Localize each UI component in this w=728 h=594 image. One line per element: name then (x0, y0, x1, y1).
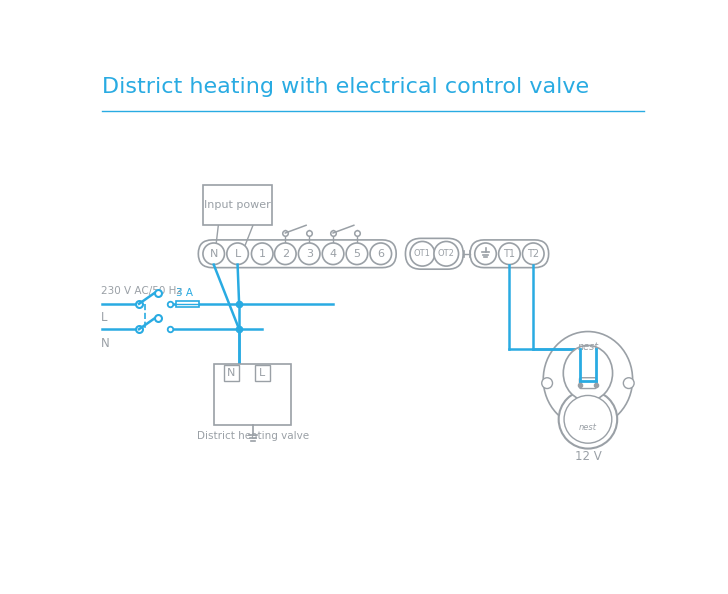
Circle shape (564, 396, 612, 443)
Bar (176, 301, 199, 307)
Circle shape (298, 243, 320, 264)
Ellipse shape (543, 331, 633, 427)
Text: L: L (234, 249, 241, 259)
Ellipse shape (563, 345, 612, 401)
Text: 6: 6 (377, 249, 384, 259)
Bar (203, 185, 272, 225)
Bar (223, 365, 239, 381)
Text: nest: nest (577, 342, 598, 352)
Text: 3: 3 (306, 249, 313, 259)
Text: Input power: Input power (205, 200, 271, 210)
Text: 4: 4 (330, 249, 336, 259)
Bar (255, 365, 270, 381)
Text: 1: 1 (258, 249, 266, 259)
Text: N: N (100, 337, 109, 350)
Circle shape (251, 243, 273, 264)
Text: L: L (259, 368, 265, 378)
Circle shape (558, 390, 617, 448)
Text: District heating valve: District heating valve (197, 431, 309, 441)
Circle shape (410, 241, 435, 266)
Bar (215, 364, 291, 425)
Text: T2: T2 (527, 249, 539, 259)
Text: N: N (210, 249, 218, 259)
Text: 2: 2 (282, 249, 289, 259)
FancyBboxPatch shape (579, 378, 596, 388)
Circle shape (623, 378, 634, 388)
Circle shape (523, 243, 544, 264)
Circle shape (542, 378, 553, 388)
Text: N: N (227, 368, 236, 378)
Circle shape (346, 243, 368, 264)
Text: 5: 5 (353, 249, 360, 259)
Text: District heating with electrical control valve: District heating with electrical control… (102, 77, 589, 97)
Text: 3 A: 3 A (176, 288, 193, 298)
Text: 230 V AC/50 Hz: 230 V AC/50 Hz (100, 286, 181, 296)
Text: 12 V: 12 V (574, 450, 601, 463)
FancyBboxPatch shape (198, 240, 396, 268)
Circle shape (475, 243, 496, 264)
Circle shape (323, 243, 344, 264)
Circle shape (499, 243, 521, 264)
Circle shape (227, 243, 248, 264)
Circle shape (434, 241, 459, 266)
FancyBboxPatch shape (405, 238, 463, 269)
Circle shape (370, 243, 392, 264)
FancyBboxPatch shape (470, 240, 549, 268)
Text: T1: T1 (503, 249, 515, 259)
Text: OT2: OT2 (438, 249, 455, 258)
Circle shape (203, 243, 224, 264)
Text: nest: nest (579, 422, 597, 431)
Text: OT1: OT1 (414, 249, 431, 258)
Circle shape (274, 243, 296, 264)
Text: L: L (100, 311, 107, 324)
